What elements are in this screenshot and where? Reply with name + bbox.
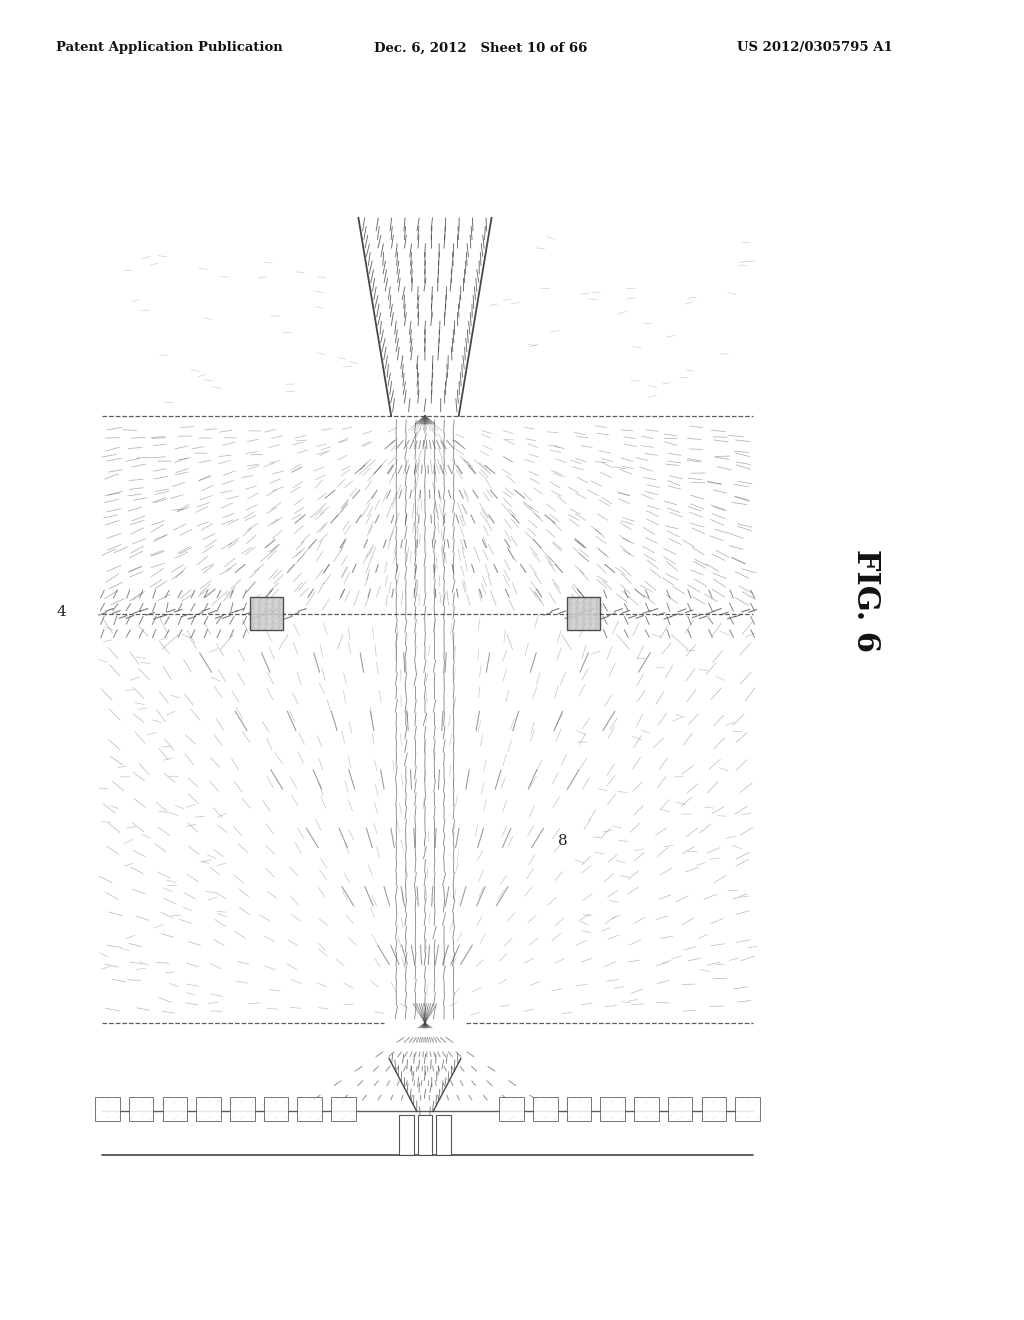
Bar <box>197 1097 221 1121</box>
Bar <box>163 1097 187 1121</box>
Text: US 2012/0305795 A1: US 2012/0305795 A1 <box>737 41 893 54</box>
Bar <box>534 1097 558 1121</box>
Bar <box>500 1097 524 1121</box>
Bar <box>567 1097 592 1121</box>
Bar <box>735 1097 760 1121</box>
Bar <box>129 1097 154 1121</box>
Bar <box>95 1097 120 1121</box>
Text: 8: 8 <box>558 834 567 847</box>
Text: 4: 4 <box>56 606 67 619</box>
Text: Patent Application Publication: Patent Application Publication <box>56 41 283 54</box>
Bar <box>399 1115 414 1155</box>
Text: FIG. 6: FIG. 6 <box>850 549 881 652</box>
Bar <box>668 1097 692 1121</box>
Bar <box>567 597 600 630</box>
Bar <box>701 1097 726 1121</box>
Bar <box>634 1097 658 1121</box>
Bar <box>436 1115 451 1155</box>
Bar <box>230 1097 255 1121</box>
Text: Dec. 6, 2012   Sheet 10 of 66: Dec. 6, 2012 Sheet 10 of 66 <box>374 41 587 54</box>
Bar <box>250 597 283 630</box>
Bar <box>297 1097 322 1121</box>
Bar <box>263 1097 288 1121</box>
Bar <box>418 1115 432 1155</box>
Bar <box>331 1097 355 1121</box>
Bar <box>600 1097 625 1121</box>
